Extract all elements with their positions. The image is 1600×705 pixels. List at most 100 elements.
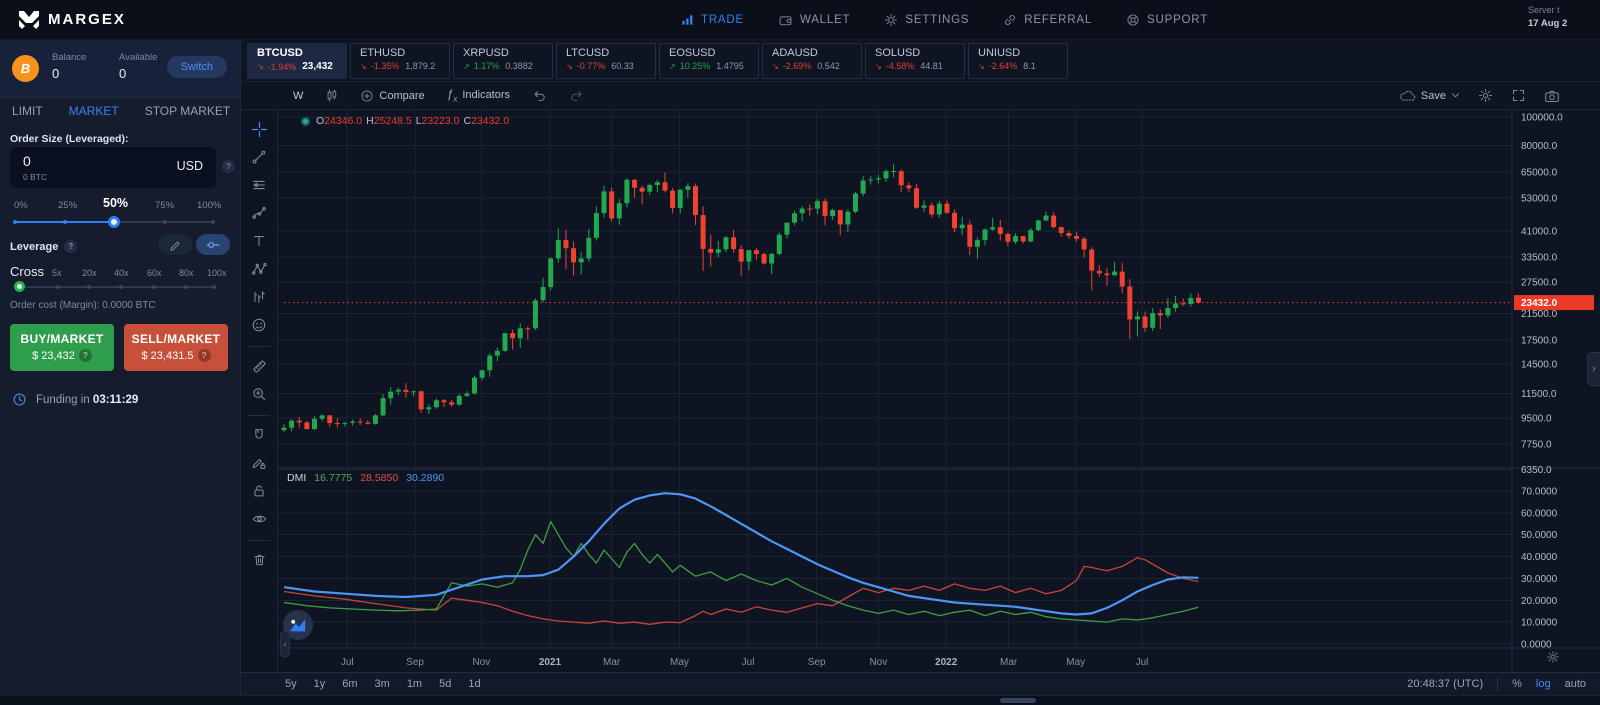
lev-5x[interactable]: 5x xyxy=(52,268,62,278)
buy-market-button[interactable]: BUY/MARKET $ 23,432? xyxy=(10,324,114,371)
lev-60x[interactable]: 60x xyxy=(147,268,162,278)
ticker-tab-ltcusd[interactable]: LTCUSD ↘ -0.77% 60.33 xyxy=(556,43,656,79)
eye-icon[interactable] xyxy=(246,506,272,532)
percent-scale-button[interactable]: % xyxy=(1512,678,1522,690)
range-3m[interactable]: 3m xyxy=(374,678,390,690)
percent-25[interactable]: 25% xyxy=(58,200,78,211)
page-scrollbar-thumb[interactable] xyxy=(1000,698,1036,703)
range-5d[interactable]: 5d xyxy=(439,678,452,690)
collapse-toolbar-arrow[interactable]: ‹ xyxy=(280,631,290,657)
percent-100[interactable]: 100% xyxy=(197,200,222,211)
snapshot-button[interactable] xyxy=(1544,89,1560,103)
chart-toolbar: W Compare ƒx Indicators xyxy=(241,82,1600,110)
ticker-tab-eosusd[interactable]: EOSUSD ↗ 10.25% 1.4795 xyxy=(659,43,759,79)
percent-slider-thumb[interactable] xyxy=(108,216,120,228)
ticker-tab-solusd[interactable]: SOLUSD ↘ -4.58% 44.81 xyxy=(865,43,965,79)
series-marker-icon xyxy=(301,116,310,126)
sell-help-icon: ? xyxy=(197,349,211,362)
ticker-tab-uniusd[interactable]: UNIUSD ↘ -2.64% 8.1 xyxy=(968,43,1068,79)
svg-text:Sep: Sep xyxy=(406,657,424,668)
ticker-tab-ethusd[interactable]: ETHUSD ↘ -1.35% 1,879.2 xyxy=(350,43,450,79)
order-size-help-icon[interactable]: ? xyxy=(222,160,235,173)
nav-trade-label: TRADE xyxy=(701,14,744,26)
indicators-button[interactable]: ƒx Indicators xyxy=(447,87,510,103)
lev-100x[interactable]: 100x xyxy=(207,268,227,278)
lock-icon[interactable] xyxy=(246,478,272,504)
ticker-change: -1.35% xyxy=(370,61,400,71)
time-axis-labels[interactable]: Jul Sep Nov 2021 Mar May Jul Sep Nov 2022 Mar May Ju… xyxy=(341,657,1149,668)
edit-lock-icon[interactable] xyxy=(246,450,272,476)
order-size-input[interactable] xyxy=(23,153,143,169)
range-6m[interactable]: 6m xyxy=(342,678,358,690)
svg-text:50.0000: 50.0000 xyxy=(1521,530,1558,541)
funding-label: Funding in xyxy=(36,393,90,406)
percent-50[interactable]: 50% xyxy=(103,196,129,210)
grid-lines xyxy=(278,110,1512,648)
range-buttons: 5y 1y 6m 3m 1m 5d 1d xyxy=(285,678,481,690)
leverage-slider-toggle[interactable] xyxy=(196,234,230,255)
timeframe-button[interactable]: W xyxy=(293,89,304,102)
price-axis-labels[interactable]: 100000.0 80000.0 65000.0 53000.0 41000.0 3350… xyxy=(1521,113,1563,651)
chart-settings-button[interactable] xyxy=(1478,88,1493,103)
chart-style-button[interactable] xyxy=(325,88,338,103)
undo-button[interactable] xyxy=(532,89,547,102)
expand-panel-arrow[interactable]: › xyxy=(1587,352,1600,386)
percent-slider[interactable] xyxy=(13,216,215,228)
fullscreen-button[interactable] xyxy=(1511,88,1526,103)
pitchfork-icon[interactable] xyxy=(246,200,272,226)
auto-scale-button[interactable]: auto xyxy=(1564,678,1586,690)
leverage-help-icon[interactable]: ? xyxy=(64,240,78,253)
tab-market[interactable]: MARKET xyxy=(68,104,119,118)
range-1m[interactable]: 1m xyxy=(406,678,423,690)
ticker-change: -0.77% xyxy=(576,61,606,71)
sell-market-button[interactable]: SELL/MARKET $ 23,431.5? xyxy=(124,324,228,371)
chart-body: 100000.0 80000.0 65000.0 53000.0 41000.0 3350… xyxy=(241,110,1600,672)
arrow-down-icon: ↘ xyxy=(772,61,779,71)
price-chart[interactable]: 100000.0 80000.0 65000.0 53000.0 41000.0 3350… xyxy=(278,110,1600,672)
margex-logo[interactable]: MARGEX xyxy=(0,10,126,30)
lev-40x[interactable]: 40x xyxy=(114,268,129,278)
toolbar-divider xyxy=(248,346,270,347)
save-layout-button[interactable]: Save xyxy=(1399,89,1460,102)
nav-referral[interactable]: REFERRAL xyxy=(1003,13,1092,27)
percent-75[interactable]: 75% xyxy=(155,200,175,211)
leverage-slider-thumb[interactable] xyxy=(14,281,25,292)
ticker-tab-xrpusd[interactable]: XRPUSD ↗ 1.17% 0.3882 xyxy=(453,43,553,79)
nav-settings[interactable]: SETTINGS xyxy=(884,13,969,27)
lev-80x[interactable]: 80x xyxy=(179,268,194,278)
lev-20x[interactable]: 20x xyxy=(82,268,97,278)
ticker-tab-adausd[interactable]: ADAUSD ↘ -2.69% 0.542 xyxy=(762,43,862,79)
redo-button[interactable] xyxy=(569,89,584,102)
balance-value: 0 xyxy=(52,66,60,81)
axis-settings-gear-icon[interactable] xyxy=(1546,650,1560,669)
range-1y[interactable]: 1y xyxy=(313,678,326,690)
utc-clock[interactable]: 20:48:37 (UTC) xyxy=(1407,678,1484,690)
trash-icon[interactable] xyxy=(246,547,272,573)
horizontal-lines-icon[interactable] xyxy=(246,172,272,198)
text-tool-icon[interactable] xyxy=(246,228,272,254)
range-1d[interactable]: 1d xyxy=(468,678,481,690)
leverage-manual-toggle[interactable] xyxy=(158,234,192,255)
nav-wallet[interactable]: WALLET xyxy=(778,13,850,27)
ruler-icon[interactable] xyxy=(246,353,272,379)
emoji-icon[interactable] xyxy=(246,312,272,338)
magnet-icon[interactable] xyxy=(246,422,272,448)
nav-trade[interactable]: TRADE xyxy=(680,13,744,27)
trend-line-icon[interactable] xyxy=(246,144,272,170)
zoom-in-icon[interactable] xyxy=(246,381,272,407)
nav-support[interactable]: SUPPORT xyxy=(1126,13,1208,27)
forecast-icon[interactable] xyxy=(246,284,272,310)
log-scale-button[interactable]: log xyxy=(1535,678,1551,690)
ticker-tab-btcusd[interactable]: BTCUSD ↘ -1.94% 23,432 xyxy=(247,43,347,79)
switch-button[interactable]: Switch xyxy=(166,56,227,78)
leverage-slider[interactable] xyxy=(14,281,216,292)
svg-text:2021: 2021 xyxy=(539,657,562,668)
tab-limit[interactable]: LIMIT xyxy=(12,104,43,118)
crosshair-icon[interactable] xyxy=(246,116,272,142)
percent-0[interactable]: 0% xyxy=(14,200,28,211)
range-5y[interactable]: 5y xyxy=(285,678,297,690)
compare-button[interactable]: Compare xyxy=(360,89,425,103)
order-size-currency[interactable]: USD xyxy=(176,159,203,173)
xabcd-pattern-icon[interactable] xyxy=(246,256,272,282)
tab-stop-market[interactable]: STOP MARKET xyxy=(144,104,231,118)
